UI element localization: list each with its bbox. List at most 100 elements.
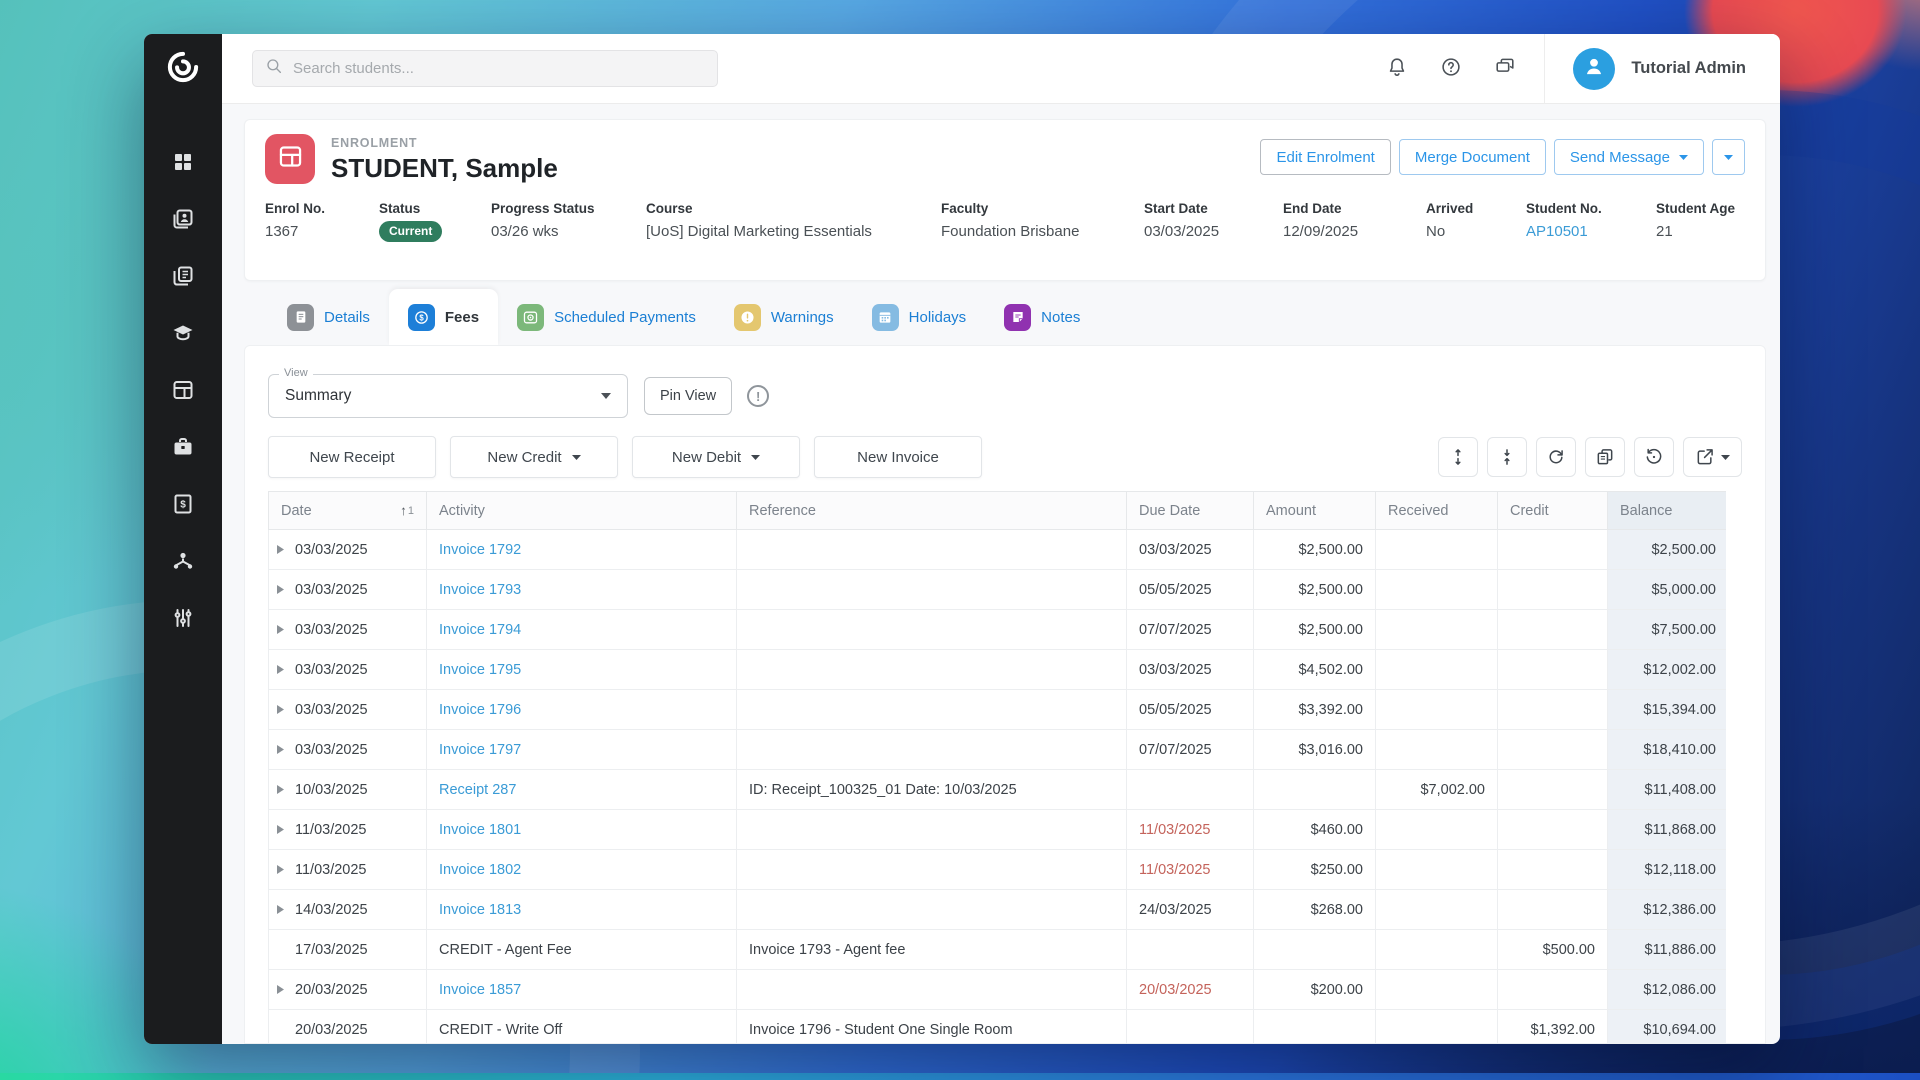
cell-balance: $11,886.00 bbox=[1607, 929, 1726, 970]
activity-link[interactable]: Invoice 1857 bbox=[439, 981, 522, 998]
search-box[interactable] bbox=[252, 50, 718, 87]
field-label: Course bbox=[646, 201, 693, 216]
sidebar-item-workplace[interactable] bbox=[163, 435, 203, 459]
new-debit-button[interactable]: New Debit bbox=[632, 436, 800, 478]
activity-link[interactable]: Invoice 1794 bbox=[439, 621, 522, 638]
column-header-amount[interactable]: Amount bbox=[1253, 491, 1376, 530]
column-label: Activity bbox=[439, 502, 485, 519]
avatar[interactable] bbox=[1573, 47, 1616, 90]
history-button[interactable] bbox=[1634, 437, 1674, 477]
column-header-date[interactable]: Date ↑ 1 bbox=[268, 491, 427, 530]
expand-row-icon[interactable] bbox=[277, 545, 295, 554]
field-label: Student No. bbox=[1526, 201, 1602, 216]
expand-row-icon[interactable] bbox=[277, 985, 295, 994]
sidebar-item-settings[interactable] bbox=[163, 606, 203, 630]
info-icon[interactable]: ! bbox=[747, 385, 770, 407]
collapse-rows-button[interactable] bbox=[1487, 437, 1527, 477]
date-text: 03/03/2025 bbox=[295, 621, 368, 638]
cell-reference bbox=[736, 809, 1127, 850]
help-button[interactable] bbox=[1440, 56, 1462, 81]
expand-row-icon[interactable] bbox=[277, 785, 295, 794]
cell-activity: Invoice 1794 bbox=[426, 609, 737, 650]
activity-link[interactable]: Invoice 1792 bbox=[439, 541, 522, 558]
cell-balance: $10,694.00 bbox=[1607, 1009, 1726, 1043]
expand-rows-button[interactable] bbox=[1438, 437, 1478, 477]
activity-link[interactable]: Invoice 1795 bbox=[439, 661, 522, 678]
refresh-button[interactable] bbox=[1536, 437, 1576, 477]
cell-activity: Receipt 287 bbox=[426, 769, 737, 810]
app-logo[interactable] bbox=[144, 34, 222, 104]
activity-link[interactable]: Invoice 1813 bbox=[439, 901, 522, 918]
cell-amount bbox=[1253, 769, 1376, 810]
column-header-inner: Reference bbox=[749, 503, 1114, 519]
tab-holidays[interactable]: Holidays bbox=[853, 289, 986, 345]
cell-due-date: 05/05/2025 bbox=[1126, 689, 1254, 730]
send-message-button[interactable]: Send Message bbox=[1553, 139, 1704, 175]
table-body: 03/03/2025 Invoice 1792 03/03/2025 $2,500.0… bbox=[268, 529, 1726, 1043]
expand-row-icon[interactable] bbox=[277, 905, 295, 914]
sort-indicator[interactable]: ↑ 1 bbox=[400, 503, 414, 518]
activity-link[interactable]: Receipt 287 bbox=[439, 781, 517, 798]
activity-link[interactable]: Invoice 1802 bbox=[439, 861, 522, 878]
date-text: 10/03/2025 bbox=[295, 781, 368, 798]
tab-scheduled-payments[interactable]: Scheduled Payments bbox=[498, 289, 715, 345]
activity-link[interactable]: Invoice 1797 bbox=[439, 741, 522, 758]
sidebar-item-finance[interactable]: $ bbox=[163, 492, 203, 516]
new-invoice-button[interactable]: New Invoice bbox=[814, 436, 982, 478]
cell-received: $7,002.00 bbox=[1375, 769, 1498, 810]
column-label: Due Date bbox=[1139, 502, 1201, 519]
view-select[interactable]: View Summary bbox=[268, 367, 628, 418]
expand-row-icon[interactable] bbox=[277, 745, 295, 754]
notifications-button[interactable] bbox=[1386, 56, 1408, 81]
user-name: Tutorial Admin bbox=[1631, 59, 1746, 77]
sidebar-item-agents[interactable] bbox=[163, 549, 203, 573]
field-value: 12/09/2025 bbox=[1283, 223, 1359, 240]
search-input[interactable] bbox=[293, 60, 705, 77]
cell-balance: $2,500.00 bbox=[1607, 529, 1726, 570]
column-header-reference[interactable]: Reference bbox=[736, 491, 1127, 530]
tab-warnings[interactable]: Warnings bbox=[715, 289, 853, 345]
sidebar-item-documents[interactable] bbox=[163, 264, 203, 288]
cell-balance: $12,086.00 bbox=[1607, 969, 1726, 1010]
tab-details[interactable]: Details bbox=[268, 289, 389, 345]
new-credit-button[interactable]: New Credit bbox=[450, 436, 618, 478]
activity-link[interactable]: Invoice 1793 bbox=[439, 581, 522, 598]
pin-view-button[interactable]: Pin View bbox=[644, 377, 733, 415]
column-header-balance[interactable]: Balance bbox=[1607, 491, 1726, 530]
column-header-received[interactable]: Received bbox=[1375, 491, 1498, 530]
column-header-due-date[interactable]: Due Date bbox=[1126, 491, 1254, 530]
sidebar-item-courses[interactable] bbox=[163, 321, 203, 345]
enrolment-icon bbox=[265, 134, 315, 184]
collapse-rows-icon bbox=[1497, 447, 1517, 467]
expand-row-icon[interactable] bbox=[277, 865, 295, 874]
expand-row-icon[interactable] bbox=[277, 825, 295, 834]
expand-row-icon[interactable] bbox=[277, 705, 295, 714]
cell-received bbox=[1375, 729, 1498, 770]
column-header-credit[interactable]: Credit bbox=[1497, 491, 1608, 530]
expand-row-icon[interactable] bbox=[277, 625, 295, 634]
tab-notes[interactable]: Notes bbox=[985, 289, 1099, 345]
activity-link[interactable]: Invoice 1801 bbox=[439, 821, 522, 838]
new-receipt-button[interactable]: New Receipt bbox=[268, 436, 436, 478]
cell-reference: ID: Receipt_100325_01 Date: 10/03/2025 bbox=[736, 769, 1127, 810]
sidebar-item-students[interactable] bbox=[163, 207, 203, 231]
messages-button[interactable] bbox=[1494, 56, 1516, 81]
activity-link[interactable]: Invoice 1796 bbox=[439, 701, 522, 718]
field-value: 21 bbox=[1656, 223, 1673, 240]
sidebar-item-dashboard[interactable] bbox=[163, 150, 203, 174]
expand-row-icon[interactable] bbox=[277, 665, 295, 674]
duplicate-button[interactable] bbox=[1585, 437, 1625, 477]
edit-enrolment-button[interactable]: Edit Enrolment bbox=[1260, 139, 1391, 175]
column-label: Received bbox=[1388, 502, 1449, 519]
sidebar-item-enrolments[interactable] bbox=[163, 378, 203, 402]
student-no-link[interactable]: AP10501 bbox=[1526, 223, 1588, 240]
date-text: 11/03/2025 bbox=[295, 821, 367, 838]
more-actions-button[interactable] bbox=[1712, 139, 1745, 175]
field-value: [UoS] Digital Marketing Essentials bbox=[646, 223, 872, 240]
merge-document-button[interactable]: Merge Document bbox=[1398, 139, 1546, 175]
column-header-activity[interactable]: Activity bbox=[426, 491, 737, 530]
tab-fees[interactable]: $ Fees bbox=[388, 289, 499, 345]
export-button[interactable] bbox=[1683, 437, 1742, 477]
table-icon-toolbar bbox=[1438, 437, 1742, 477]
expand-row-icon[interactable] bbox=[277, 585, 295, 594]
